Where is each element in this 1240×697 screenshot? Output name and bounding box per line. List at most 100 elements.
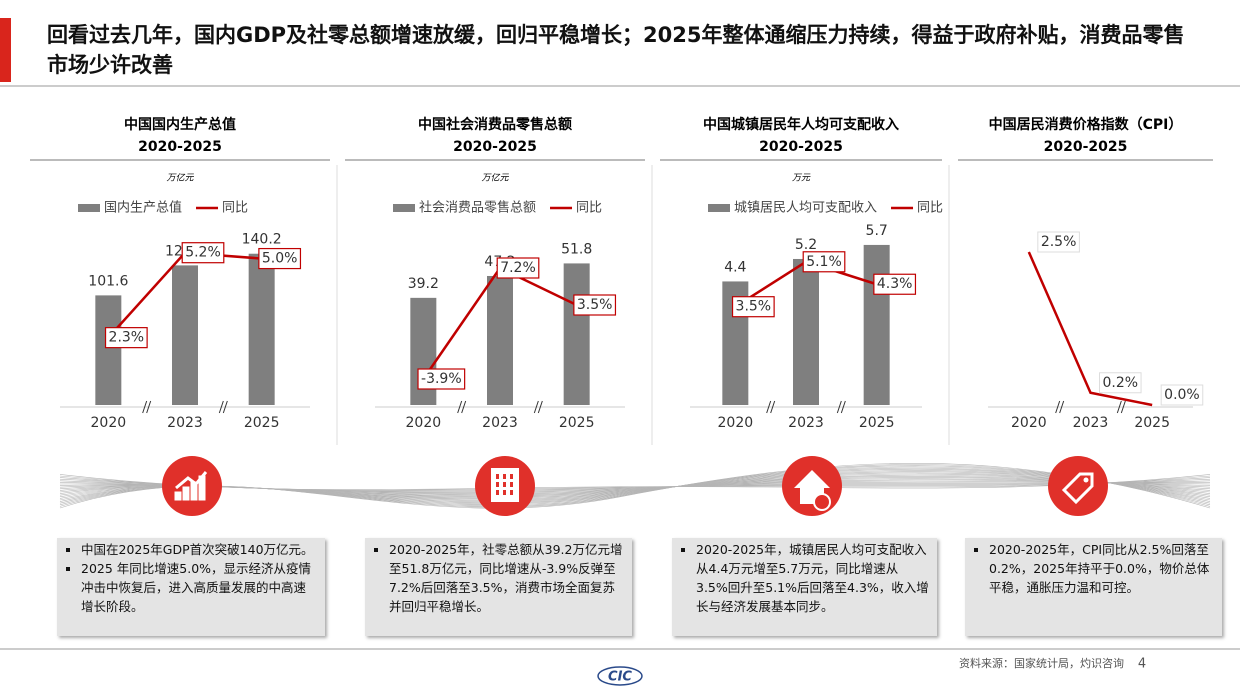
line: [1027, 251, 1153, 407]
icon-part: [510, 490, 513, 495]
icon-part: [503, 490, 506, 495]
note-box: 2020-2025年，城镇居民人均可支配收入从4.4万元增至5.7万元，同比增速…: [672, 538, 937, 636]
label-box: [1099, 372, 1142, 394]
x-tick-label: 2020: [1011, 415, 1047, 431]
legend-swatch: [708, 204, 730, 212]
axis-break: [457, 400, 463, 414]
x-tick-label: 2020: [718, 415, 754, 431]
icon-circle: [1048, 456, 1108, 516]
line-label: 5.0%: [262, 251, 298, 267]
x-tick-label: 2020: [406, 415, 442, 431]
x-tick-label: 2023: [167, 415, 203, 431]
line-label: 0.0%: [1164, 387, 1200, 403]
axis-break: [142, 400, 148, 414]
axis-break: [766, 400, 772, 414]
bar: [487, 275, 513, 405]
chart-subtitle: 2020-2025: [453, 139, 537, 155]
bar-label: 5.2: [795, 237, 817, 253]
bar: [172, 265, 198, 405]
line-label: 3.5%: [577, 297, 613, 313]
swoosh-line: [59, 464, 1211, 508]
icon-part: [1083, 477, 1089, 483]
icon-part: [510, 482, 513, 487]
icon-part: [503, 482, 506, 487]
axis-break: [840, 400, 846, 414]
icon-part: [496, 482, 499, 487]
note-box: 2020-2025年，社零总额从39.2万亿元增至51.8万亿元，同比增速从-3…: [365, 538, 632, 636]
icon-part: [496, 490, 499, 495]
label-box: [1160, 384, 1204, 406]
x-tick-label: 2023: [788, 415, 824, 431]
label-box: [104, 327, 148, 349]
logo-ring: [597, 666, 643, 686]
axis-break: [1116, 400, 1122, 414]
icon-part: [175, 471, 208, 490]
label-box: [802, 251, 846, 273]
swoosh-line: [59, 463, 1211, 509]
note-list: 2020-2025年，CPI同比从2.5%回落至0.2%，2025年持平于0.0…: [971, 540, 1214, 597]
chart-title: 中国社会消费品零售总额: [418, 116, 572, 133]
legend-label: 国内生产总值: [104, 200, 182, 216]
bar-label: 101.6: [88, 273, 128, 289]
bar: [248, 253, 275, 405]
chart-title: 中国国内生产总值: [124, 116, 236, 133]
axis-break: [218, 400, 224, 414]
icon-part: [182, 486, 190, 501]
label-box: [731, 296, 775, 318]
bar: [95, 295, 122, 405]
unit: 万亿元: [481, 173, 509, 184]
legend-label: 同比: [222, 201, 248, 216]
note-item: 2020-2025年，CPI同比从2.5%回落至0.2%，2025年持平于0.0…: [989, 540, 1214, 597]
icon-part: [1061, 472, 1094, 505]
legend-label: 社会消费品零售总额: [419, 200, 536, 216]
x-tick-label: 2025: [1134, 415, 1170, 431]
label-box: [417, 368, 466, 390]
bar: [563, 263, 590, 405]
label-box: [181, 242, 225, 264]
icon-part: [813, 493, 831, 511]
bar-label: 5.7: [866, 223, 888, 239]
icon: [1061, 472, 1094, 505]
note-item: 2025 年同比增速5.0%，显示经济从疫情冲击中恢复后，进入高质量发展的中高速…: [81, 559, 317, 616]
bar: [863, 244, 890, 405]
legend-label: 同比: [576, 201, 602, 216]
icon-part: [503, 474, 506, 479]
x-tick-label: 2025: [559, 415, 595, 431]
note-list: 2020-2025年，社零总额从39.2万亿元增至51.8万亿元，同比增速从-3…: [371, 540, 624, 616]
icon: [174, 471, 208, 501]
note-item: 2020-2025年，城镇居民人均可支配收入从4.4万元增至5.7万元，同比增速…: [696, 540, 929, 616]
bar: [793, 258, 819, 405]
source: 资料来源：国家统计局，灼识咨询: [959, 656, 1124, 670]
note-item: 2020-2025年，社零总额从39.2万亿元增至51.8万亿元，同比增速从-3…: [389, 540, 624, 616]
chart-title: 中国城镇居民年人均可支配收入: [703, 116, 899, 133]
chart-subtitle: 2020-2025: [1044, 139, 1128, 155]
axis-break: [222, 400, 228, 414]
legend-swatch: [393, 204, 415, 212]
x-tick-label: 2020: [91, 415, 127, 431]
axis-break: [836, 400, 842, 414]
axis-break: [146, 400, 152, 414]
line-label: 2.5%: [1041, 234, 1077, 250]
axis-break: [461, 400, 467, 414]
axis-break: [533, 400, 539, 414]
line-label: 3.5%: [736, 299, 772, 315]
x-tick-label: 2023: [1073, 415, 1109, 431]
note-box: 中国在2025年GDP首次突破140万亿元。2025 年同比增速5.0%，显示经…: [57, 538, 325, 636]
icon-part: [510, 474, 513, 479]
bar-label: 51.8: [561, 241, 592, 257]
line-label: 5.2%: [185, 245, 221, 261]
legend-label: 城镇居民人均可支配收入: [734, 201, 877, 216]
page-number: 4: [1138, 657, 1146, 672]
x-tick-label: 2025: [244, 415, 280, 431]
line-label: 2.3%: [109, 330, 145, 346]
axis-break: [537, 400, 543, 414]
line-label: -3.9%: [421, 371, 462, 387]
label-box: [258, 247, 302, 270]
decor-band: [59, 463, 1211, 509]
line-label: 7.2%: [500, 260, 536, 276]
line-label: 5.1%: [806, 254, 842, 270]
note-list: 2020-2025年，城镇居民人均可支配收入从4.4万元增至5.7万元，同比增速…: [678, 540, 929, 616]
axis-break: [770, 400, 776, 414]
icon-part: [496, 474, 499, 479]
